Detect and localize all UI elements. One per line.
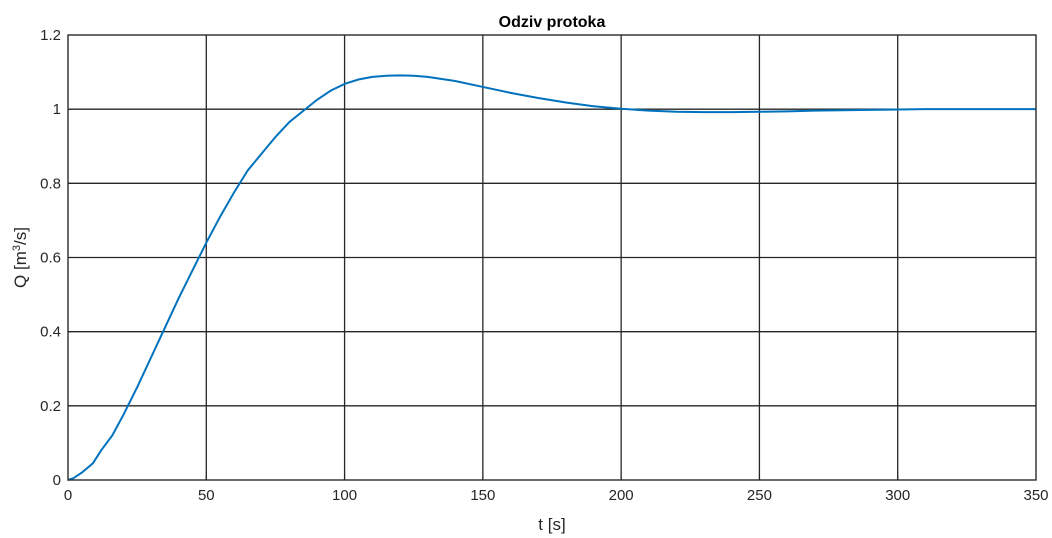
y-tick-label: 0 — [53, 472, 61, 489]
grid — [68, 35, 1036, 480]
x-axis-label: t [s] — [538, 515, 565, 534]
x-tick-label: 100 — [332, 487, 357, 504]
y-tick-label: 1 — [53, 101, 61, 118]
x-tick-label: 300 — [885, 487, 910, 504]
series-line — [67, 74, 1036, 481]
y-axis-label-tail: /s] — [11, 227, 30, 245]
x-tick-labels: 0 50 100 150 200 250 300 350 — [64, 487, 1049, 504]
x-tick-label: 50 — [198, 487, 215, 504]
x-tick-label: 350 — [1023, 487, 1048, 504]
y-tick-label: 0.8 — [40, 175, 61, 192]
y-tick-label: 1.2 — [40, 27, 61, 44]
x-tick-label: 0 — [64, 487, 72, 504]
plot-border — [67, 34, 1037, 481]
y-axis-label: Q [m3/s] — [11, 227, 30, 288]
chart-title: Odziv protoka — [499, 14, 606, 31]
x-tick-label: 200 — [609, 487, 634, 504]
y-axis-label-base: Q [m — [11, 251, 30, 288]
y-axis-label-sup: 3 — [11, 245, 23, 251]
x-tick-label: 250 — [747, 487, 772, 504]
x-tick-label: 150 — [470, 487, 495, 504]
y-tick-label: 0.6 — [40, 250, 61, 267]
y-tick-labels: 0 0.2 0.4 0.6 0.8 1 1.2 — [40, 27, 61, 489]
y-tick-label: 0.4 — [40, 324, 61, 341]
y-tick-label: 0.2 — [40, 398, 61, 415]
